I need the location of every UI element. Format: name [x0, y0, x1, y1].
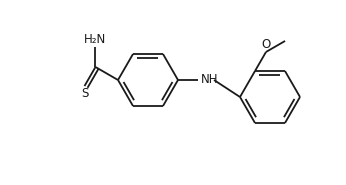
Text: NH: NH	[201, 73, 219, 85]
Text: S: S	[81, 87, 88, 100]
Text: H₂N: H₂N	[84, 33, 107, 46]
Text: O: O	[261, 38, 271, 51]
